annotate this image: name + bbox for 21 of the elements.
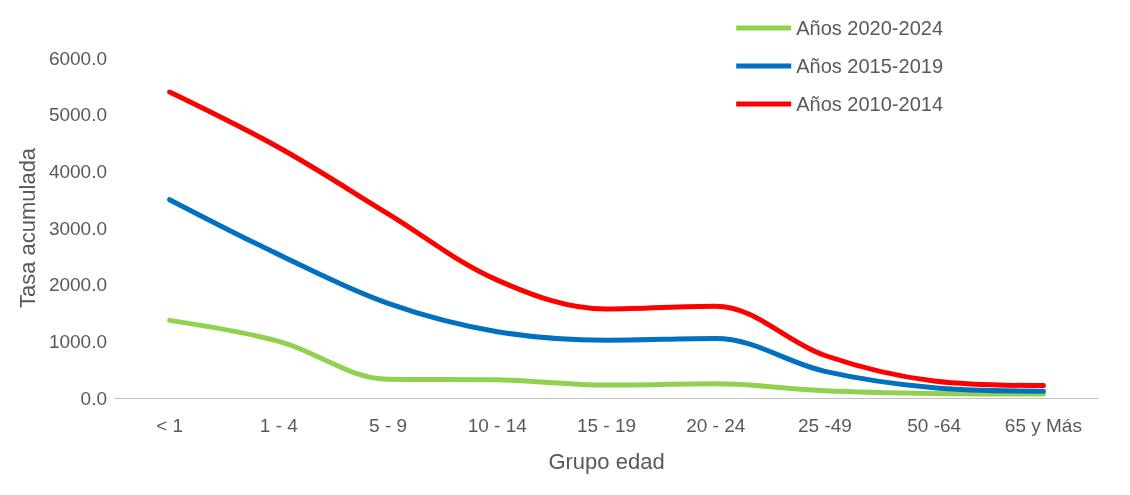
- y-tick-label: 5000.0: [48, 104, 108, 126]
- y-tick-label: 6000.0: [48, 47, 108, 69]
- x-tick-label: < 1: [156, 415, 184, 436]
- legend-label: Años 2015-2019: [796, 55, 944, 77]
- x-tick-label: 65 y Más: [1004, 415, 1082, 436]
- x-tick-label: 15 - 19: [576, 415, 637, 436]
- legend-label: Años 2020-2024: [796, 17, 944, 39]
- y-axis-title: Tasa acumulada: [14, 147, 40, 309]
- x-tick-label: 25 -49: [798, 415, 852, 436]
- x-tick-label: 50 -64: [907, 415, 962, 436]
- y-tick-label: 0.0: [80, 387, 108, 409]
- x-tick-label: 1 - 4: [259, 415, 299, 436]
- x-axis-title: Grupo edad: [548, 448, 665, 474]
- y-tick-label: 1000.0: [48, 330, 108, 352]
- legend-label: Años 2010-2014: [796, 93, 944, 115]
- y-tick-label: 4000.0: [48, 160, 108, 182]
- x-tick-label: 10 - 14: [467, 415, 528, 436]
- x-tick-label: 20 - 24: [686, 415, 746, 436]
- y-tick-label: 3000.0: [48, 217, 108, 239]
- y-tick-label: 2000.0: [48, 274, 108, 296]
- x-tick-label: 5 - 9: [369, 415, 408, 436]
